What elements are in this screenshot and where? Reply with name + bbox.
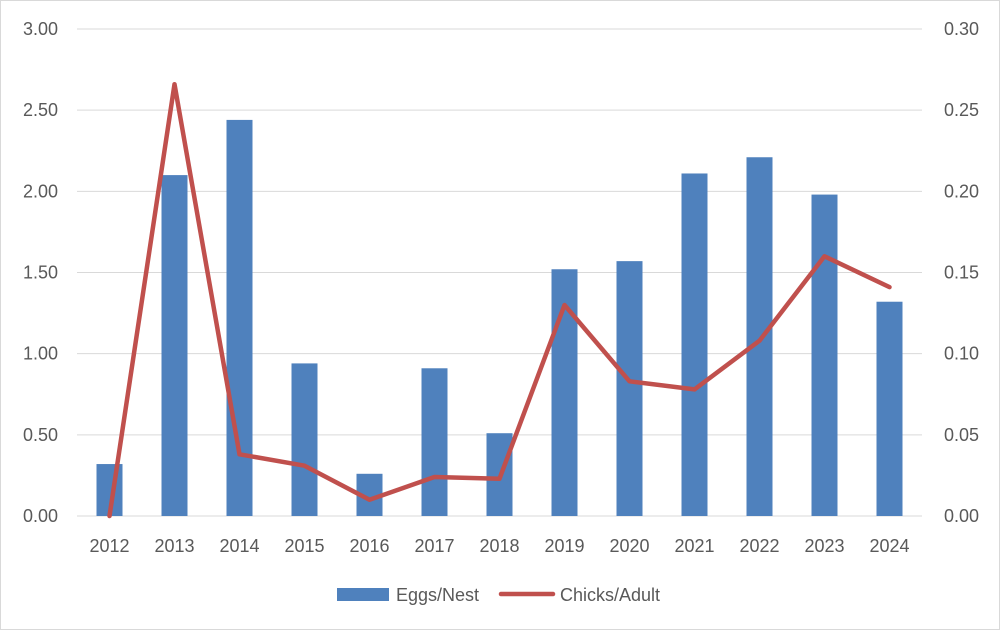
line-path (107, 81, 892, 519)
gridlines (77, 28, 922, 517)
right-axis-tick-label: 0.05 (944, 425, 979, 445)
x-axis-tick-label: 2019 (544, 536, 584, 556)
right-axis-tick-label: 0.15 (944, 263, 979, 283)
bar (421, 368, 448, 516)
left-axis-tick-label: 2.00 (23, 181, 58, 201)
bar (616, 261, 643, 516)
legend-swatch-eggs-per-nest (337, 588, 389, 601)
x-axis-tick-label: 2012 (89, 536, 129, 556)
x-axis-tick-label: 2017 (414, 536, 454, 556)
x-axis-tick-label: 2023 (804, 536, 844, 556)
right-axis-tick-label: 0.20 (944, 181, 979, 201)
legend: Eggs/Nest Chicks/Adult (337, 585, 660, 605)
x-axis-tick-label: 2018 (479, 536, 519, 556)
left-axis-tick-labels: 0.00 0.50 1.00 1.50 2.00 2.50 3.00 (23, 19, 58, 526)
right-axis-tick-labels: 0.00 0.05 0.10 0.15 0.20 0.25 0.30 (944, 19, 979, 526)
legend-label-chicks-per-adult: Chicks/Adult (560, 585, 660, 605)
x-axis-tick-label: 2015 (284, 536, 324, 556)
bar (876, 301, 903, 516)
x-axis-tick-label: 2024 (869, 536, 909, 556)
right-axis-tick-label: 0.30 (944, 19, 979, 39)
right-axis-tick-label: 0.10 (944, 344, 979, 364)
left-axis-tick-label: 0.50 (23, 425, 58, 445)
bar (161, 175, 188, 516)
line-series-chicks-per-adult (107, 81, 892, 519)
bar-series-eggs-per-nest (96, 119, 903, 516)
x-axis-tick-labels: 2012 2013 2014 2015 2016 2017 2018 2019 2020 2021… (89, 536, 909, 556)
x-axis-tick-label: 2020 (609, 536, 649, 556)
bar (681, 173, 708, 516)
left-axis-tick-label: 1.00 (23, 344, 58, 364)
right-axis-tick-label: 0.00 (944, 506, 979, 526)
x-axis-tick-label: 2022 (739, 536, 779, 556)
legend-label-eggs-per-nest: Eggs/Nest (396, 585, 479, 605)
x-axis-tick-label: 2013 (154, 536, 194, 556)
left-axis-tick-label: 3.00 (23, 19, 58, 39)
left-axis-tick-label: 0.00 (23, 506, 58, 526)
left-axis-tick-label: 1.50 (23, 263, 58, 283)
right-axis-tick-label: 0.25 (944, 100, 979, 120)
x-axis-tick-label: 2014 (219, 536, 259, 556)
x-axis-tick-label: 2021 (674, 536, 714, 556)
bar (811, 194, 838, 516)
bar (291, 363, 318, 516)
bar (746, 157, 773, 516)
left-axis-tick-label: 2.50 (23, 100, 58, 120)
x-axis-tick-label: 2016 (349, 536, 389, 556)
